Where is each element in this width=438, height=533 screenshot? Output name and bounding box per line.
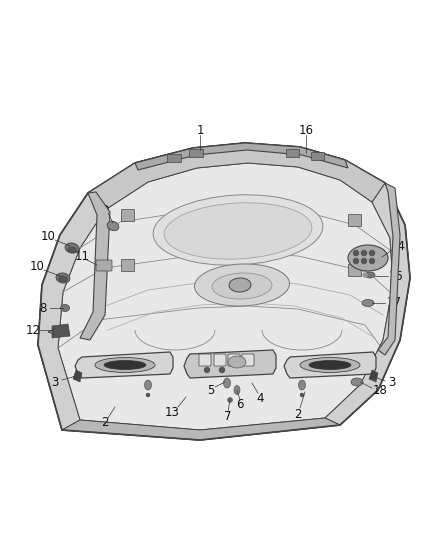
Ellipse shape — [164, 203, 312, 259]
Text: 10: 10 — [41, 230, 56, 244]
Text: 16: 16 — [299, 124, 314, 136]
Text: 5: 5 — [207, 384, 215, 397]
FancyBboxPatch shape — [311, 152, 324, 160]
FancyBboxPatch shape — [121, 209, 134, 221]
Ellipse shape — [212, 273, 272, 299]
FancyBboxPatch shape — [348, 214, 361, 226]
Ellipse shape — [362, 300, 374, 306]
Text: 12: 12 — [25, 324, 40, 336]
Ellipse shape — [56, 273, 70, 283]
Ellipse shape — [60, 304, 70, 311]
FancyBboxPatch shape — [96, 260, 112, 271]
Ellipse shape — [95, 358, 155, 373]
Text: 2: 2 — [294, 408, 302, 422]
FancyBboxPatch shape — [228, 354, 240, 366]
Ellipse shape — [229, 278, 251, 292]
Text: 15: 15 — [389, 270, 403, 282]
Circle shape — [353, 251, 358, 255]
Text: 17: 17 — [386, 296, 402, 310]
Polygon shape — [369, 370, 378, 382]
Polygon shape — [184, 350, 276, 378]
Ellipse shape — [65, 243, 79, 253]
Circle shape — [370, 259, 374, 263]
Circle shape — [361, 251, 367, 255]
Ellipse shape — [104, 360, 146, 369]
FancyBboxPatch shape — [242, 354, 254, 366]
Ellipse shape — [227, 398, 233, 402]
Text: 18: 18 — [373, 384, 388, 397]
Text: 2: 2 — [101, 416, 109, 430]
Text: 3: 3 — [389, 376, 396, 390]
Polygon shape — [73, 370, 82, 382]
Text: 3: 3 — [51, 376, 59, 389]
FancyBboxPatch shape — [121, 259, 134, 271]
FancyBboxPatch shape — [189, 149, 203, 157]
Text: 1: 1 — [196, 124, 204, 136]
Circle shape — [370, 251, 374, 255]
Ellipse shape — [234, 385, 240, 394]
Ellipse shape — [348, 245, 388, 271]
Circle shape — [353, 259, 358, 263]
FancyBboxPatch shape — [199, 354, 211, 366]
Ellipse shape — [300, 393, 304, 397]
Text: 9: 9 — [101, 204, 109, 216]
Text: 8: 8 — [39, 302, 47, 314]
Polygon shape — [52, 324, 70, 338]
Circle shape — [363, 273, 367, 277]
Ellipse shape — [59, 276, 67, 282]
Ellipse shape — [300, 358, 360, 373]
Polygon shape — [135, 143, 348, 170]
Polygon shape — [38, 193, 105, 430]
FancyBboxPatch shape — [167, 154, 181, 162]
Polygon shape — [75, 352, 173, 378]
Text: 10: 10 — [29, 261, 44, 273]
Ellipse shape — [365, 272, 375, 278]
Text: 14: 14 — [391, 240, 406, 254]
Text: 4: 4 — [256, 392, 264, 405]
Circle shape — [205, 367, 209, 373]
FancyBboxPatch shape — [348, 264, 361, 276]
Polygon shape — [325, 183, 410, 425]
Ellipse shape — [153, 195, 323, 265]
Ellipse shape — [299, 380, 305, 390]
Polygon shape — [88, 143, 385, 210]
Ellipse shape — [223, 378, 230, 388]
Polygon shape — [284, 352, 376, 378]
Polygon shape — [58, 163, 393, 430]
FancyBboxPatch shape — [214, 354, 226, 366]
Polygon shape — [62, 418, 340, 440]
Text: 7: 7 — [224, 410, 232, 424]
Ellipse shape — [67, 247, 77, 253]
Ellipse shape — [107, 221, 119, 231]
Circle shape — [219, 367, 225, 373]
Ellipse shape — [146, 393, 150, 397]
Polygon shape — [378, 183, 400, 355]
FancyBboxPatch shape — [286, 149, 299, 157]
Ellipse shape — [145, 380, 152, 390]
Text: 11: 11 — [74, 251, 89, 263]
Polygon shape — [38, 143, 410, 440]
Ellipse shape — [194, 264, 290, 306]
Ellipse shape — [309, 360, 351, 369]
Text: 13: 13 — [165, 406, 180, 418]
Circle shape — [361, 259, 367, 263]
Ellipse shape — [228, 356, 246, 368]
Text: 6: 6 — [236, 399, 244, 411]
Ellipse shape — [351, 378, 363, 386]
Polygon shape — [80, 192, 110, 340]
